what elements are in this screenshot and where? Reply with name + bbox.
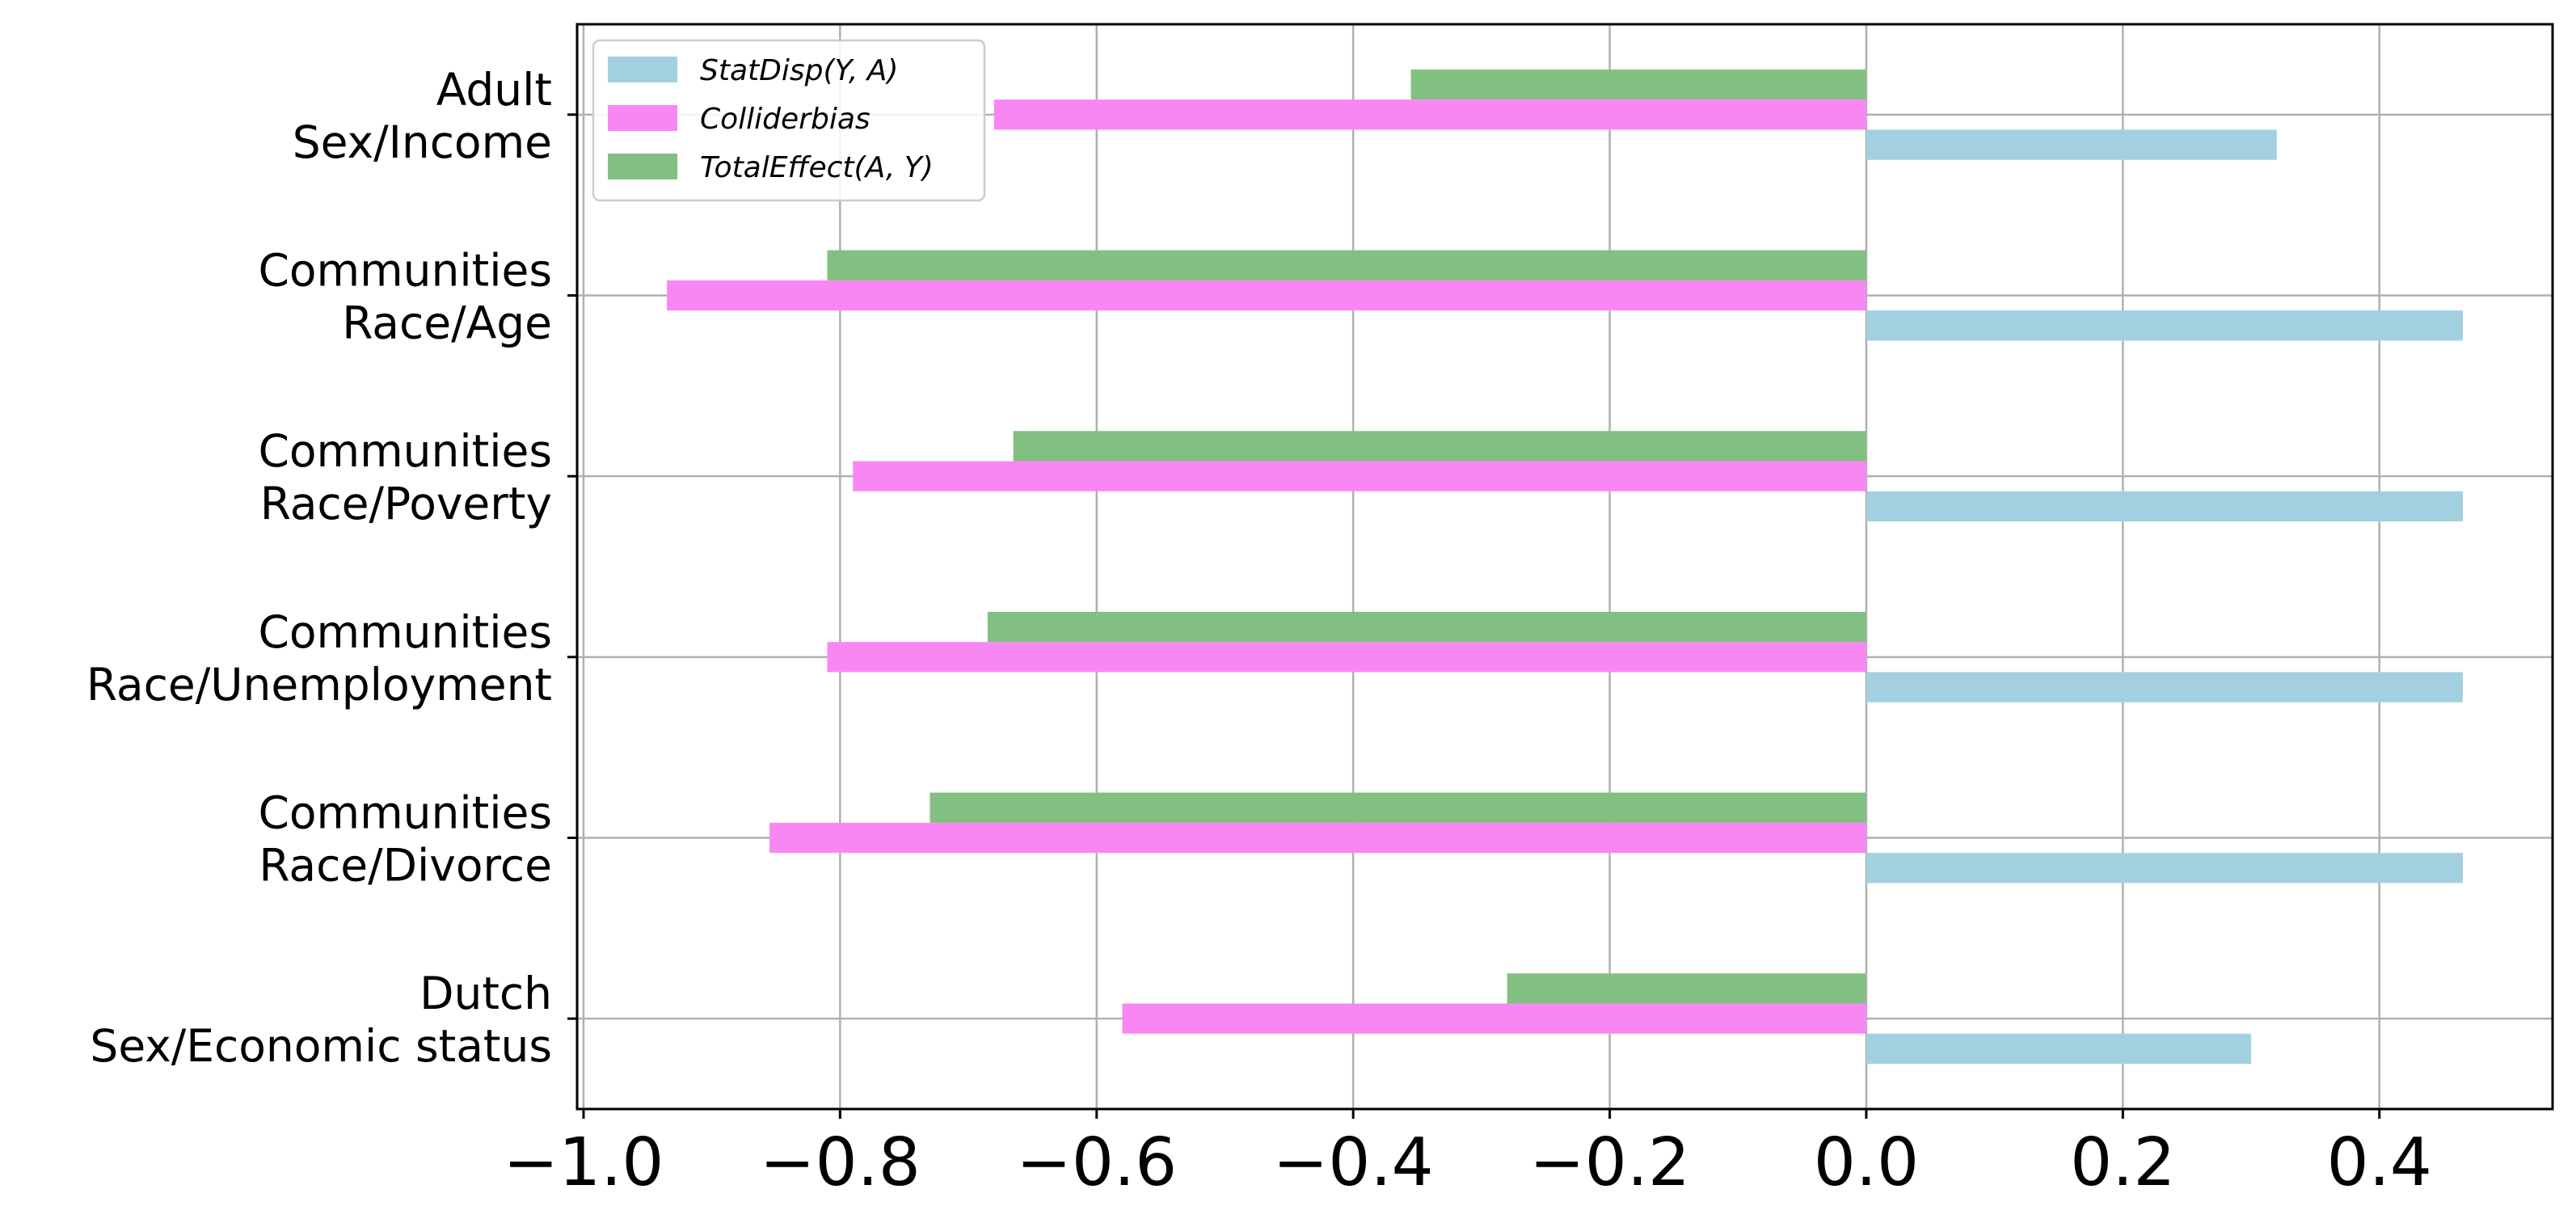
bar-series-1: [853, 461, 1866, 491]
legend-label: StatDisp(Y, A): [700, 54, 898, 87]
category-label-dataset: Communities: [258, 606, 552, 658]
bar-series-2: [827, 250, 1866, 280]
tick-layer: [567, 113, 2381, 1119]
bar-series-1: [667, 280, 1866, 311]
x-tick-label: 0.2: [2070, 1124, 2175, 1201]
category-label-attribute: Race/Poverty: [260, 478, 552, 529]
bar-series-2: [930, 792, 1866, 823]
plot-frame: [575, 23, 2554, 1111]
x-tick-label: −0.4: [1273, 1124, 1434, 1201]
bar-series-2: [1410, 69, 1866, 100]
bar-series-2: [1013, 431, 1866, 462]
bar-layer: [667, 69, 2463, 1065]
category-label-attribute: Race/Age: [342, 297, 552, 349]
bar-series-0: [1866, 672, 2463, 702]
legend-swatch: [608, 105, 677, 131]
bar-series-0: [1866, 129, 2277, 160]
bar-series-0: [1866, 1033, 2252, 1065]
category-label-dataset: Adult: [436, 64, 552, 116]
bar-series-2: [987, 611, 1866, 643]
category-label-dataset: Communities: [258, 425, 552, 477]
legend: StatDisp(Y, A) Colliderbias TotalEffect(A,…: [592, 39, 986, 202]
legend-swatch: [608, 154, 677, 179]
category-label-dataset: Dutch: [419, 968, 552, 1019]
x-tick-label: −0.2: [1529, 1124, 1690, 1201]
category-label-attribute: Race/Divorce: [259, 840, 552, 892]
legend-label: TotalEffect(A, Y): [700, 151, 934, 184]
bar-series-0: [1866, 310, 2463, 341]
legend-label: Colliderbias: [700, 103, 871, 136]
bar-series-1: [769, 822, 1866, 854]
category-label-attribute: Sex/Income: [293, 116, 552, 168]
legend-swatch: [608, 57, 677, 82]
bar-series-1: [993, 99, 1866, 130]
category-label-attribute: Race/Unemployment: [86, 659, 552, 711]
legend-box: [592, 39, 986, 202]
category-label-attribute: Sex/Economic status: [90, 1020, 552, 1072]
bar-series-0: [1866, 853, 2463, 884]
x-tick-label: 0.0: [1814, 1124, 1919, 1201]
bar-series-2: [1507, 973, 1866, 1004]
x-tick-label: −0.8: [760, 1124, 921, 1201]
x-tick-label: −0.6: [1016, 1124, 1177, 1201]
bar-series-0: [1866, 491, 2463, 522]
bar-series-1: [1122, 1003, 1866, 1034]
x-tick-label: −1.0: [503, 1124, 664, 1201]
category-label-dataset: Communities: [258, 245, 552, 297]
bar-series-1: [827, 642, 1866, 673]
label-layer: −1.0 −0.8 −0.6 −0.4 −0.2 0.0 0.2 0.4 AdultSex/In…: [86, 64, 2432, 1201]
category-label-dataset: Communities: [258, 787, 552, 839]
x-tick-label: 0.4: [2327, 1124, 2432, 1201]
